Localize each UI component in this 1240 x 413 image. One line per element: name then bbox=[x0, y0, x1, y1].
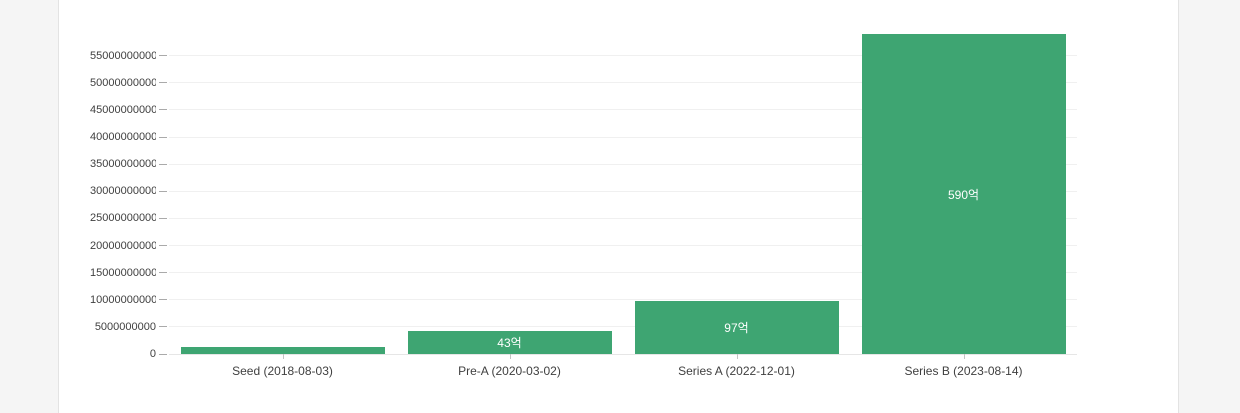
y-gridline bbox=[169, 163, 1077, 165]
y-axis-tick-label: 0 bbox=[149, 348, 156, 360]
y-axis-tick bbox=[159, 190, 167, 192]
y-axis-tick bbox=[159, 245, 167, 247]
x-axis-tick bbox=[963, 354, 965, 359]
funding-round-bar[interactable]: 590억 bbox=[861, 34, 1066, 354]
y-axis-tick bbox=[159, 217, 167, 219]
y-gridline bbox=[169, 136, 1077, 138]
y-gridline bbox=[169, 326, 1077, 328]
y-gridline bbox=[169, 299, 1077, 301]
y-axis-tick-label: 5000000000 bbox=[94, 320, 156, 333]
y-axis-tick bbox=[159, 109, 167, 111]
y-axis-tick-label: 25000000000 bbox=[90, 212, 156, 225]
y-axis-tick-label: 30000000000 bbox=[90, 185, 156, 198]
y-gridline bbox=[169, 82, 1077, 84]
x-axis-tick bbox=[736, 354, 738, 359]
y-axis-tick-label: 50000000000 bbox=[90, 76, 156, 89]
y-axis-tick-label: 45000000000 bbox=[90, 103, 156, 116]
y-axis-tick-label: 20000000000 bbox=[90, 239, 156, 252]
y-axis-tick-label: 55000000000 bbox=[90, 49, 156, 62]
y-axis-tick-label: 40000000000 bbox=[90, 131, 156, 144]
x-axis-category-label: Pre-A (2020-03-02) bbox=[458, 364, 561, 378]
y-gridline bbox=[169, 55, 1077, 57]
y-gridline bbox=[169, 245, 1077, 247]
y-axis-tick bbox=[159, 136, 167, 138]
funding-round-bar[interactable] bbox=[180, 346, 385, 354]
bar-value-label: 97억 bbox=[724, 321, 749, 336]
x-axis-tick bbox=[509, 354, 511, 359]
y-gridline bbox=[169, 190, 1077, 192]
x-axis-category-label: Series B (2023-08-14) bbox=[904, 364, 1023, 378]
x-axis-tick bbox=[282, 354, 284, 359]
y-axis-tick bbox=[159, 299, 167, 301]
y-axis-tick bbox=[159, 326, 167, 328]
y-axis-tick-label: 35000000000 bbox=[90, 158, 156, 171]
funding-rounds-bar-chart: 0 5000000000 10000000000 15000000000 2000000… bbox=[90, 34, 1077, 378]
chart-card: 0 5000000000 10000000000 15000000000 2000000… bbox=[58, 0, 1179, 413]
y-axis-tick bbox=[159, 55, 167, 57]
y-axis-tick-label: 10000000000 bbox=[90, 293, 156, 306]
x-axis-category-label: Series A (2022-12-01) bbox=[678, 364, 795, 378]
x-axis-category-label: Seed (2018-08-03) bbox=[232, 364, 333, 378]
bar-value-label: 590억 bbox=[947, 187, 980, 202]
y-gridline bbox=[169, 109, 1077, 111]
y-axis-tick bbox=[159, 163, 167, 165]
y-axis-tick bbox=[159, 82, 167, 84]
y-axis-tick bbox=[159, 353, 167, 355]
funding-round-bar[interactable]: 97억 bbox=[634, 301, 839, 354]
funding-round-bar[interactable]: 43억 bbox=[407, 330, 612, 354]
y-gridline bbox=[169, 353, 1077, 355]
bar-value-label: 43억 bbox=[497, 335, 522, 350]
y-gridline bbox=[169, 217, 1077, 219]
y-gridline bbox=[169, 272, 1077, 274]
y-axis-tick-label: 15000000000 bbox=[90, 266, 156, 279]
y-axis-tick bbox=[159, 272, 167, 274]
